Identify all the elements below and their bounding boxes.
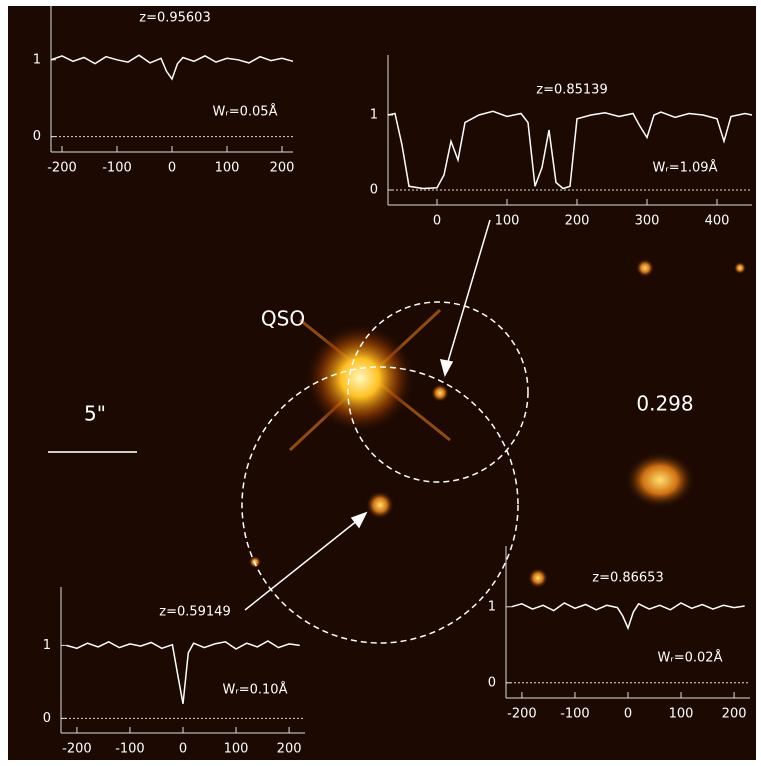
scale-label: 5": [84, 402, 106, 426]
x-tick-label: 0: [179, 742, 187, 757]
x-tick-label: -100: [560, 707, 590, 722]
x-tick-label: 200: [722, 707, 747, 722]
source: [636, 259, 654, 277]
y-tick-label: 0: [488, 675, 496, 690]
galaxy: [625, 452, 695, 508]
x-tick-label: 400: [705, 214, 730, 229]
redshift-label: z=0.59149: [159, 605, 230, 620]
redshift-label: z=0.95603: [139, 11, 210, 26]
x-tick-label: 100: [495, 214, 520, 229]
x-tick-label: 300: [635, 214, 660, 229]
x-tick-label: 100: [224, 742, 249, 757]
width-label: Wᵣ=1.09Å: [653, 160, 718, 176]
y-tick-label: 0: [33, 129, 41, 144]
width-label: Wᵣ=0.05Å: [213, 104, 278, 120]
x-tick-label: -100: [115, 742, 145, 757]
width-label: Wᵣ=0.10Å: [223, 682, 288, 698]
width-label: Wᵣ=0.02Å: [658, 650, 723, 666]
x-tick-label: 200: [277, 742, 302, 757]
x-tick-label: 100: [215, 161, 240, 176]
y-tick-label: 1: [33, 52, 41, 67]
source: [528, 568, 548, 588]
x-tick-label: -200: [507, 707, 537, 722]
x-tick-label: 200: [270, 161, 295, 176]
x-tick-label: 0: [433, 214, 441, 229]
y-tick-label: 1: [488, 599, 496, 614]
redshift-label: z=0.85139: [536, 83, 607, 98]
qso-label: QSO: [261, 307, 305, 331]
x-tick-label: 0: [624, 707, 632, 722]
x-tick-label: 0: [168, 161, 176, 176]
qso-source: [305, 323, 415, 433]
x-tick-label: -100: [102, 161, 132, 176]
y-tick-label: 1: [370, 108, 378, 123]
x-tick-label: -200: [47, 161, 77, 176]
x-tick-label: -200: [62, 742, 92, 757]
source: [734, 262, 746, 274]
redshift-label: z=0.86653: [592, 571, 663, 586]
x-tick-label: 200: [565, 214, 590, 229]
galaxy: [431, 384, 449, 402]
galaxy-label: 0.298: [636, 392, 693, 416]
y-tick-label: 1: [43, 638, 51, 653]
y-tick-label: 0: [370, 183, 378, 198]
y-tick-label: 0: [43, 711, 51, 726]
figure: 5" QSO 0.298 01-200-1000100200z=0.95603W…: [0, 0, 761, 766]
x-tick-label: 100: [669, 707, 694, 722]
galaxy: [366, 491, 394, 519]
